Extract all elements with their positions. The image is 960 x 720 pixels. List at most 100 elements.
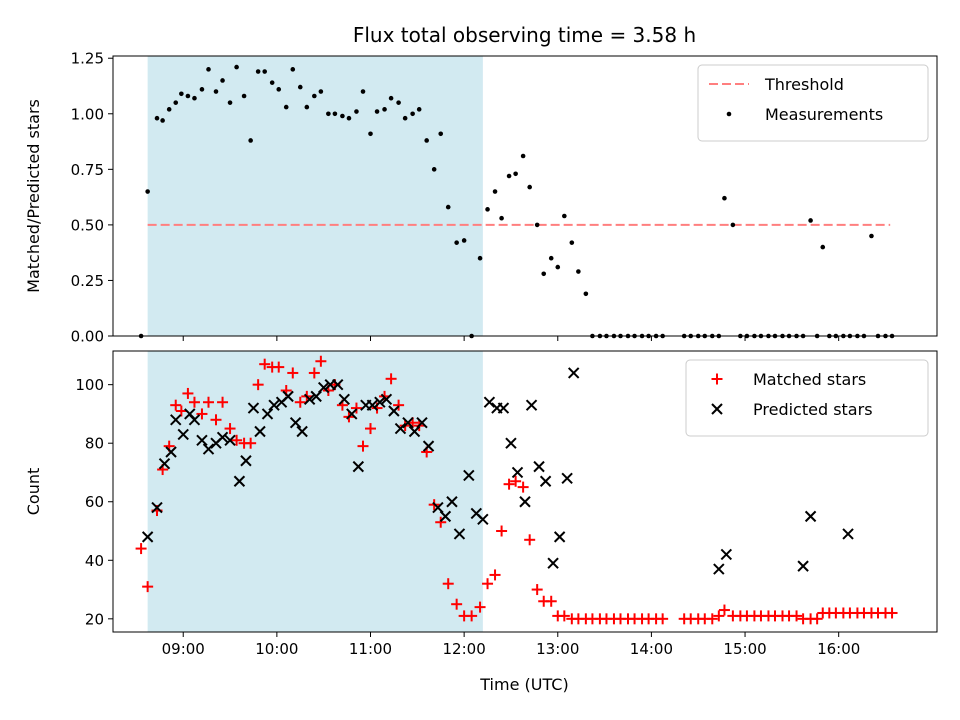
legend: Threshold Measurements [697,64,929,142]
data-point [380,393,393,406]
data-point [583,291,589,297]
data-point [224,423,236,435]
data-point [503,478,515,490]
data-point [233,475,246,487]
data-point [241,93,247,99]
data-point [224,434,236,446]
data-point [346,408,358,420]
legend-swatch [711,403,723,415]
data-point [332,111,338,117]
y-axis-label: Matched/Predicted stars [24,99,43,293]
series-predicted-stars [141,367,854,575]
legend-swatch [726,111,732,117]
data-point [188,396,200,408]
data-point [318,89,324,94]
data-point [245,437,257,449]
data-point [365,423,376,435]
data-point [506,173,512,179]
data-point [511,466,524,479]
y-tick-label: 0.75 [71,161,104,179]
data-point [388,405,400,417]
axes-frame [112,350,938,633]
data-point [531,584,543,596]
data-point [394,422,407,435]
data-point [227,100,233,105]
x-tick-label: 16:00 [817,640,860,658]
data-point [338,393,350,406]
data-point [791,610,803,622]
data-point [477,513,489,526]
axes-frame [112,55,938,337]
observing-span-highlight [147,351,483,632]
legend-box [685,359,929,437]
data-point [547,557,559,569]
data-point [289,417,302,429]
y-tick-label: 40 [85,552,104,570]
data-point [382,107,387,112]
data-point [255,69,261,74]
y-tick-label: 20 [85,610,104,628]
data-point [483,396,496,408]
y-tick-label: 80 [85,435,104,453]
legend-swatch [711,373,723,385]
data-point [290,67,296,72]
data-point [720,548,733,561]
data-point [182,387,194,399]
y-tick-label: 100 [75,376,104,394]
data-point [368,131,373,137]
data-point [461,238,467,243]
data-point [385,373,397,385]
data-point [576,269,581,274]
data-point [541,271,547,277]
x-tick-label: 09:00 [162,640,205,658]
data-point [259,358,271,370]
data-point [445,204,451,210]
data-point [145,189,150,194]
data-point [519,496,531,508]
data-point [439,510,452,523]
data-point [366,399,379,411]
data-point [533,460,545,473]
x-tick-label: 10:00 [255,640,298,658]
data-point [357,440,369,452]
data-point [294,396,306,408]
data-point [252,379,264,391]
data-point [424,138,429,143]
data-point [496,525,508,537]
data-point [520,153,526,159]
data-point [340,113,345,119]
data-point [199,87,205,92]
data-point [561,472,573,485]
data-point [416,107,422,112]
data-point [553,531,566,543]
data-point [388,95,394,101]
data-point [166,107,172,112]
data-point [402,417,414,429]
data-point [393,399,405,411]
data-point [451,598,463,610]
data-point [177,428,189,441]
x-tick-label: 14:00 [630,640,673,658]
data-point [396,100,401,105]
data-point [283,104,289,110]
y-tick-label: 60 [85,493,104,511]
y-tick-label: 1.25 [71,50,104,68]
data-point [505,437,517,449]
data-point [706,613,718,625]
data-point [262,69,267,74]
data-point [545,595,557,607]
data-point [510,475,522,487]
data-point [231,434,243,446]
data-point [499,215,504,221]
data-point [297,84,303,90]
data-point [569,240,575,245]
data-point [185,93,191,99]
data-point [527,184,532,190]
chart-title: Flux total observing time = 3.58 h [353,23,696,47]
data-point [811,613,823,625]
y-tick-label: 0.25 [71,272,104,290]
data-point [410,111,415,117]
data-point [247,402,260,414]
data-point [234,64,239,70]
